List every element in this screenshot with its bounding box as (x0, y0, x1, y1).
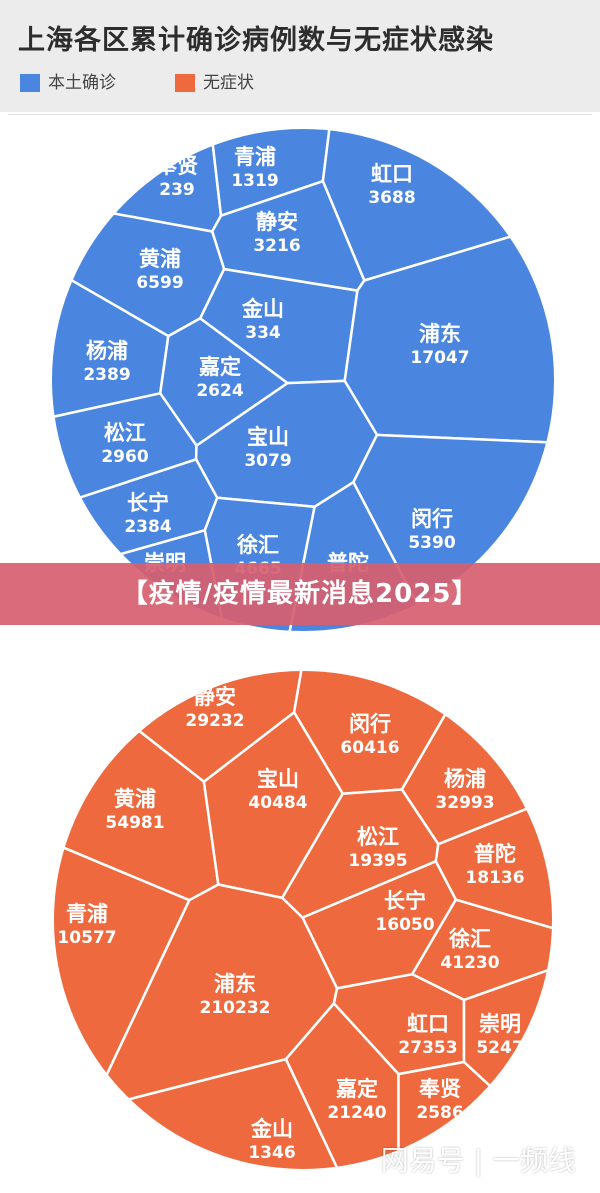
chart-header: 上海各区累计确诊病例数与无症状感染 本土确诊 无症状 (0, 0, 600, 112)
cell-label-name: 金山 (250, 1117, 293, 1141)
cell-label-value: 10577 (57, 928, 116, 948)
watermark-logo: 网易号 | 一频线 (380, 1144, 576, 1177)
cell-label-value: 27353 (398, 1038, 457, 1058)
cell-label-value: 17047 (410, 348, 469, 368)
cell-label-name: 松江 (104, 421, 146, 445)
legend-label-confirmed: 本土确诊 (48, 73, 116, 93)
cell-label-value: 40484 (248, 793, 307, 813)
cell-label-name: 青浦 (66, 902, 108, 926)
cell-label-name: 青浦 (234, 145, 276, 169)
cell-label-name: 静安 (256, 210, 298, 234)
cell-label-name: 宝山 (257, 767, 299, 791)
cell-label-value: 2586 (416, 1103, 463, 1123)
cell-label-name: 奉贤 (155, 154, 198, 178)
cell-label-value: 2384 (124, 517, 171, 537)
cell-label-value: 41230 (440, 953, 499, 973)
cell-label-name: 徐汇 (448, 927, 491, 951)
cell-label-value: 16050 (375, 915, 434, 935)
cell-label-name: 浦东 (419, 322, 461, 346)
cell-label-name: 奉贤 (418, 1077, 461, 1101)
cell-label-name: 宝山 (247, 425, 289, 449)
cell-label-value: 2624 (196, 381, 243, 401)
legend-swatch-confirmed (20, 74, 40, 92)
cell-label-name: 嘉定 (336, 1077, 378, 1101)
cell-label-value: 210232 (200, 998, 271, 1018)
cell-label-value: 5390 (408, 533, 455, 553)
chart-title: 上海各区累计确诊病例数与无症状感染 (18, 25, 494, 56)
cell-label-value: 1346 (248, 1143, 295, 1163)
cell-label-name: 黄浦 (139, 247, 181, 271)
cell-label-value: 3079 (244, 451, 291, 471)
overlay-banner: 【疫情/疫情最新消息2025】 (0, 563, 600, 625)
cell-label-name: 嘉定 (199, 355, 241, 379)
legend-label-asymptomatic: 无症状 (203, 73, 254, 93)
cell-label-value: 2960 (101, 447, 148, 467)
cell-label-name: 闵行 (349, 712, 391, 736)
cell-label-value: 1319 (231, 171, 278, 191)
chart-circle-outline (51, 669, 555, 1171)
voronoi-cell-杨浦 (400, 670, 553, 846)
cell-label-name: 闵行 (411, 507, 453, 531)
cell-label-name: 崇明 (479, 1012, 521, 1036)
cell-label-value: 3216 (253, 236, 300, 256)
cell-label-value: 19395 (348, 851, 407, 871)
cell-label-name: 黄浦 (114, 787, 156, 811)
cell-label-name: 浦东 (214, 972, 256, 996)
cell-label-value: 3688 (368, 188, 415, 208)
cell-label-name: 金山 (241, 297, 284, 321)
cell-label-value: 21240 (327, 1103, 386, 1123)
cell-label-value: 6599 (136, 273, 183, 293)
cell-label-value: 2389 (83, 365, 130, 385)
cell-label-value: 5247 (476, 1038, 523, 1058)
cell-label-value: 334 (245, 323, 281, 343)
cell-label-name: 杨浦 (444, 767, 486, 791)
cell-label-name: 虹口 (371, 162, 413, 186)
cell-label-name: 静安 (194, 685, 236, 709)
cell-label-name: 普陀 (474, 842, 516, 866)
cell-label-value: 60416 (340, 738, 399, 758)
cell-label-name: 徐汇 (236, 533, 279, 557)
cell-label-value: 239 (159, 180, 195, 200)
cell-label-value: 29232 (185, 711, 244, 731)
cell-label-name: 虹口 (407, 1012, 449, 1036)
cell-label-name: 松江 (357, 825, 399, 849)
cell-label-name: 长宁 (384, 889, 426, 913)
legend-swatch-asymptomatic (175, 74, 195, 92)
cell-label-name: 杨浦 (86, 339, 128, 363)
cell-label-name: 长宁 (127, 491, 169, 515)
cell-label-value: 54981 (105, 813, 164, 833)
cell-label-value: 18136 (465, 868, 524, 888)
header-divider (8, 114, 592, 115)
cell-label-value: 32993 (435, 793, 494, 813)
